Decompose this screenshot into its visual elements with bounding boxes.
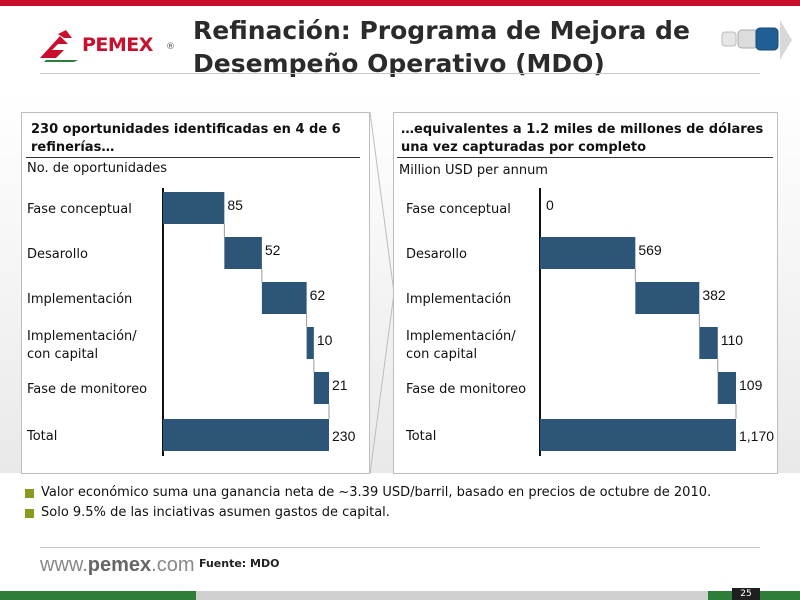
bullet-square-icon bbox=[25, 489, 34, 498]
left-heading-rule bbox=[26, 157, 360, 158]
bar bbox=[306, 327, 314, 359]
nav-cube-icon[interactable] bbox=[720, 18, 792, 62]
pemex-logo: PEMEX ® bbox=[38, 28, 188, 64]
category-label-line: Desarollo bbox=[27, 247, 88, 262]
right-heading-rule bbox=[397, 157, 773, 158]
category-label-line: Fase de monitoreo bbox=[406, 382, 526, 397]
category-label: Total bbox=[405, 429, 436, 444]
bullet-item: Solo 9.5% de las inciativas asumen gasto… bbox=[25, 503, 785, 523]
category-label-line: Desarollo bbox=[406, 247, 467, 262]
category-label-line: Total bbox=[405, 429, 436, 444]
page-number: 25 bbox=[732, 588, 760, 600]
value-label: 0 bbox=[546, 197, 554, 213]
value-label: 85 bbox=[227, 197, 243, 213]
source-note: Fuente: MDO bbox=[199, 557, 280, 570]
value-label: 1,170 bbox=[739, 428, 774, 444]
category-label-line: con capital bbox=[406, 347, 477, 362]
footer-divider bbox=[40, 547, 760, 548]
value-label: 21 bbox=[332, 377, 348, 393]
category-label: Implementación bbox=[27, 292, 132, 307]
left-heading-line-1: 230 oportunidades identificadas en 4 de … bbox=[31, 122, 341, 137]
right-unit-label: Million USD per annum bbox=[399, 163, 548, 178]
left-panel-heading: 230 oportunidades identificadas en 4 de … bbox=[31, 121, 361, 157]
bullet-list: Valor económico suma una ganancia neta d… bbox=[25, 483, 785, 523]
bar bbox=[313, 372, 329, 404]
site-suffix: .com bbox=[151, 554, 195, 576]
bullet-text: Valor económico suma una ganancia neta d… bbox=[41, 485, 712, 500]
bar bbox=[224, 237, 262, 269]
bar bbox=[699, 327, 718, 359]
category-label: Fase conceptual bbox=[27, 202, 132, 217]
category-label: Total bbox=[26, 429, 57, 444]
pemex-eagle-icon bbox=[40, 30, 78, 62]
category-label-line: Total bbox=[26, 429, 57, 444]
category-label: Desarollo bbox=[27, 247, 88, 262]
left-unit-label: No. de oportunidades bbox=[27, 161, 168, 176]
right-heading-line-2: una vez capturadas por completo bbox=[401, 140, 647, 155]
category-label-line: Implementación/ bbox=[406, 329, 516, 344]
category-label-line: Implementación/ bbox=[27, 329, 137, 344]
right-panel-heading: …equivalentes a 1.2 miles de millones de… bbox=[401, 121, 773, 157]
bar bbox=[163, 192, 225, 224]
right-chart-panel: …equivalentes a 1.2 miles de millones de… bbox=[393, 112, 778, 474]
logo-registered-mark: ® bbox=[166, 42, 175, 52]
category-label: Fase de monitoreo bbox=[406, 382, 526, 397]
bar bbox=[261, 282, 307, 314]
value-label: 110 bbox=[721, 332, 744, 348]
value-label: 569 bbox=[638, 242, 662, 258]
bar bbox=[717, 372, 736, 404]
value-label: 52 bbox=[265, 242, 281, 258]
category-label-line: Implementación bbox=[27, 292, 132, 307]
logo-text: PEMEX bbox=[82, 34, 153, 56]
bar bbox=[163, 419, 329, 451]
top-accent-bar bbox=[0, 0, 800, 6]
website-link[interactable]: www.pemex.com bbox=[40, 554, 195, 577]
bar bbox=[540, 419, 736, 451]
right-heading-line-1: …equivalentes a 1.2 miles de millones de… bbox=[401, 122, 764, 137]
category-label: Fase de monitoreo bbox=[27, 382, 147, 397]
bottom-bar-grey bbox=[196, 591, 708, 600]
site-brand: pemex bbox=[87, 554, 152, 576]
bottom-bar bbox=[0, 591, 800, 600]
bullet-item: Valor económico suma una ganancia neta d… bbox=[25, 483, 785, 503]
left-chart-panel: 230 oportunidades identificadas en 4 de … bbox=[21, 112, 370, 474]
bar bbox=[540, 237, 636, 269]
category-label: Implementación/con capital bbox=[406, 329, 516, 362]
site-prefix: www. bbox=[40, 554, 88, 576]
value-label: 62 bbox=[310, 287, 326, 303]
category-label: Implementación/con capital bbox=[27, 329, 137, 362]
value-label: 382 bbox=[702, 287, 726, 303]
value-label: 230 bbox=[332, 428, 356, 444]
bar bbox=[635, 282, 700, 314]
category-label-line: Implementación bbox=[406, 292, 511, 307]
category-label-line: Fase de monitoreo bbox=[27, 382, 147, 397]
category-label-line: con capital bbox=[27, 347, 98, 362]
title-divider bbox=[40, 73, 760, 74]
category-label: Implementación bbox=[406, 292, 511, 307]
value-label: 10 bbox=[317, 332, 333, 348]
category-label-line: Fase conceptual bbox=[406, 202, 511, 217]
category-label-line: Fase conceptual bbox=[27, 202, 132, 217]
category-label: Desarollo bbox=[406, 247, 467, 262]
left-heading-line-2: refinerías… bbox=[31, 140, 115, 155]
category-label: Fase conceptual bbox=[406, 202, 511, 217]
bullet-square-icon bbox=[25, 509, 34, 518]
value-label: 109 bbox=[739, 377, 763, 393]
title-line-1: Refinación: Programa de Mejora de bbox=[193, 16, 690, 45]
bullet-text: Solo 9.5% de las inciativas asumen gasto… bbox=[41, 505, 390, 520]
